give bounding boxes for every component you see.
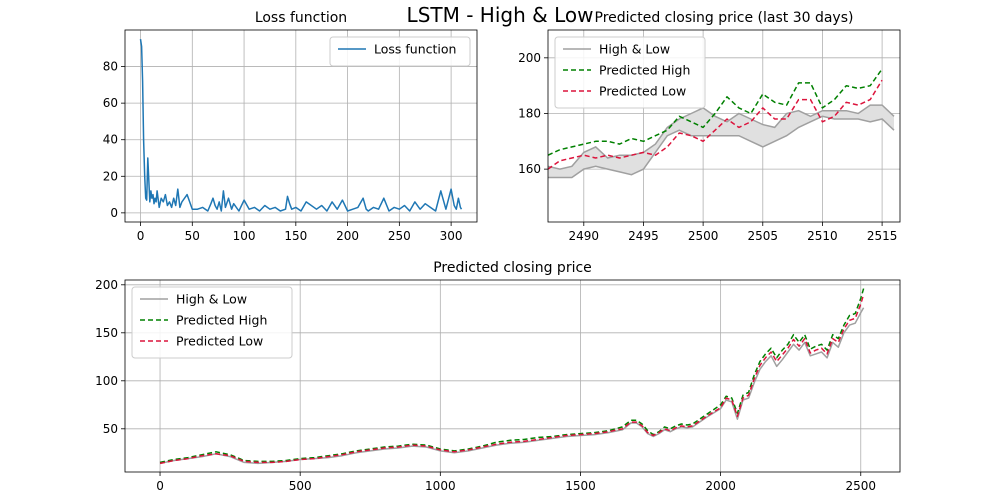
full-series-predicted-high [159,288,865,464]
last30-ytick-label: 160 [518,162,541,176]
last30-legend-label: Predicted High [599,63,690,78]
full-xtick-label: 2000 [705,479,736,493]
loss-panel: 0 50 100 150 200 250 300 0 20 40 60 80 Loss function… [103,10,478,243]
loss-xtick-label: 150 [284,229,307,243]
full-ytick-label: 50 [103,422,118,436]
full-ytick-label: 100 [95,374,118,388]
loss-ytick-label: 80 [103,60,118,74]
last30-panel: 2490 2495 2500 2505 2510 2515 160 180 200 Predict… [518,10,901,243]
full-ytick-label: 200 [95,278,118,292]
last30-ytick-label: 180 [518,106,541,120]
full-legend-frame [131,286,293,359]
full-axes-frame [124,279,901,473]
last30-title: Predicted closing price (last 30 days) [595,10,854,26]
last30-legend-label: Predicted Low [599,84,686,99]
full-legend-label: Predicted Low [176,334,263,349]
last30-band-high-line [548,104,895,170]
last30-xtick-label: 2500 [688,229,719,243]
loss-xtick-label: 300 [440,229,463,243]
last30-series-predicted-high [548,68,883,156]
last30-axes-frame [547,29,901,223]
last30-ticks: 2490 2495 2500 2505 2510 2515 160 180 200 [518,51,897,243]
loss-xtick-label: 0 [137,229,145,243]
full-panel: 0 500 1000 1500 2000 2500 50 100 150 200 Predicted… [95,260,901,493]
loss-ytick-label: 0 [110,206,118,220]
full-xtick-label: 1500 [565,479,596,493]
loss-xtick-label: 50 [185,229,200,243]
loss-xtick-label: 200 [336,229,359,243]
full-xtick-label: 1000 [425,479,456,493]
last30-legend-frame [554,36,706,109]
last30-ytick-label: 200 [518,51,541,65]
full-xtick-label: 500 [289,479,312,493]
loss-ticks: 0 50 100 150 200 250 300 0 20 40 60 80 [103,60,463,243]
full-xtick-label: 2500 [845,479,876,493]
last30-xtick-label: 2505 [748,229,779,243]
last30-legend: High & Low Predicted High Predicted Low [554,36,706,109]
full-legend-label: High & Low [176,292,247,307]
full-title: Predicted closing price [433,260,592,276]
last30-legend-label: High & Low [599,42,670,57]
full-xtick-label: 0 [156,479,164,493]
loss-series-loss-function [139,38,463,212]
loss-title: Loss function [255,10,347,26]
full-ytick-label: 150 [95,326,118,340]
last30-xtick-label: 2510 [807,229,838,243]
full-ticks: 0 500 1000 1500 2000 2500 50 100 150 200 [95,278,876,493]
full-plot-area [159,288,865,465]
last30-xtick-label: 2490 [569,229,600,243]
full-series-predicted-low [159,294,865,465]
full-legend: High & Low Predicted High Predicted Low [131,286,293,359]
loss-xtick-label: 100 [233,229,256,243]
loss-ytick-label: 40 [103,133,118,147]
loss-axes-frame [124,29,478,223]
loss-plot-area [139,38,463,212]
loss-legend: Loss function [329,36,471,67]
figure-suptitle: LSTM - High & Low [407,3,594,27]
last30-series-predicted-low [548,79,883,170]
last30-band-low-line [548,115,895,179]
loss-legend-frame [329,36,471,67]
last30-xtick-label: 2515 [867,229,898,243]
full-legend-label: Predicted High [176,313,267,328]
loss-ytick-label: 20 [103,169,118,183]
loss-legend-label: Loss function [374,42,456,57]
last30-xtick-label: 2495 [628,229,659,243]
last30-plot-area [548,68,895,179]
loss-ytick-label: 60 [103,96,118,110]
loss-xtick-label: 250 [388,229,411,243]
